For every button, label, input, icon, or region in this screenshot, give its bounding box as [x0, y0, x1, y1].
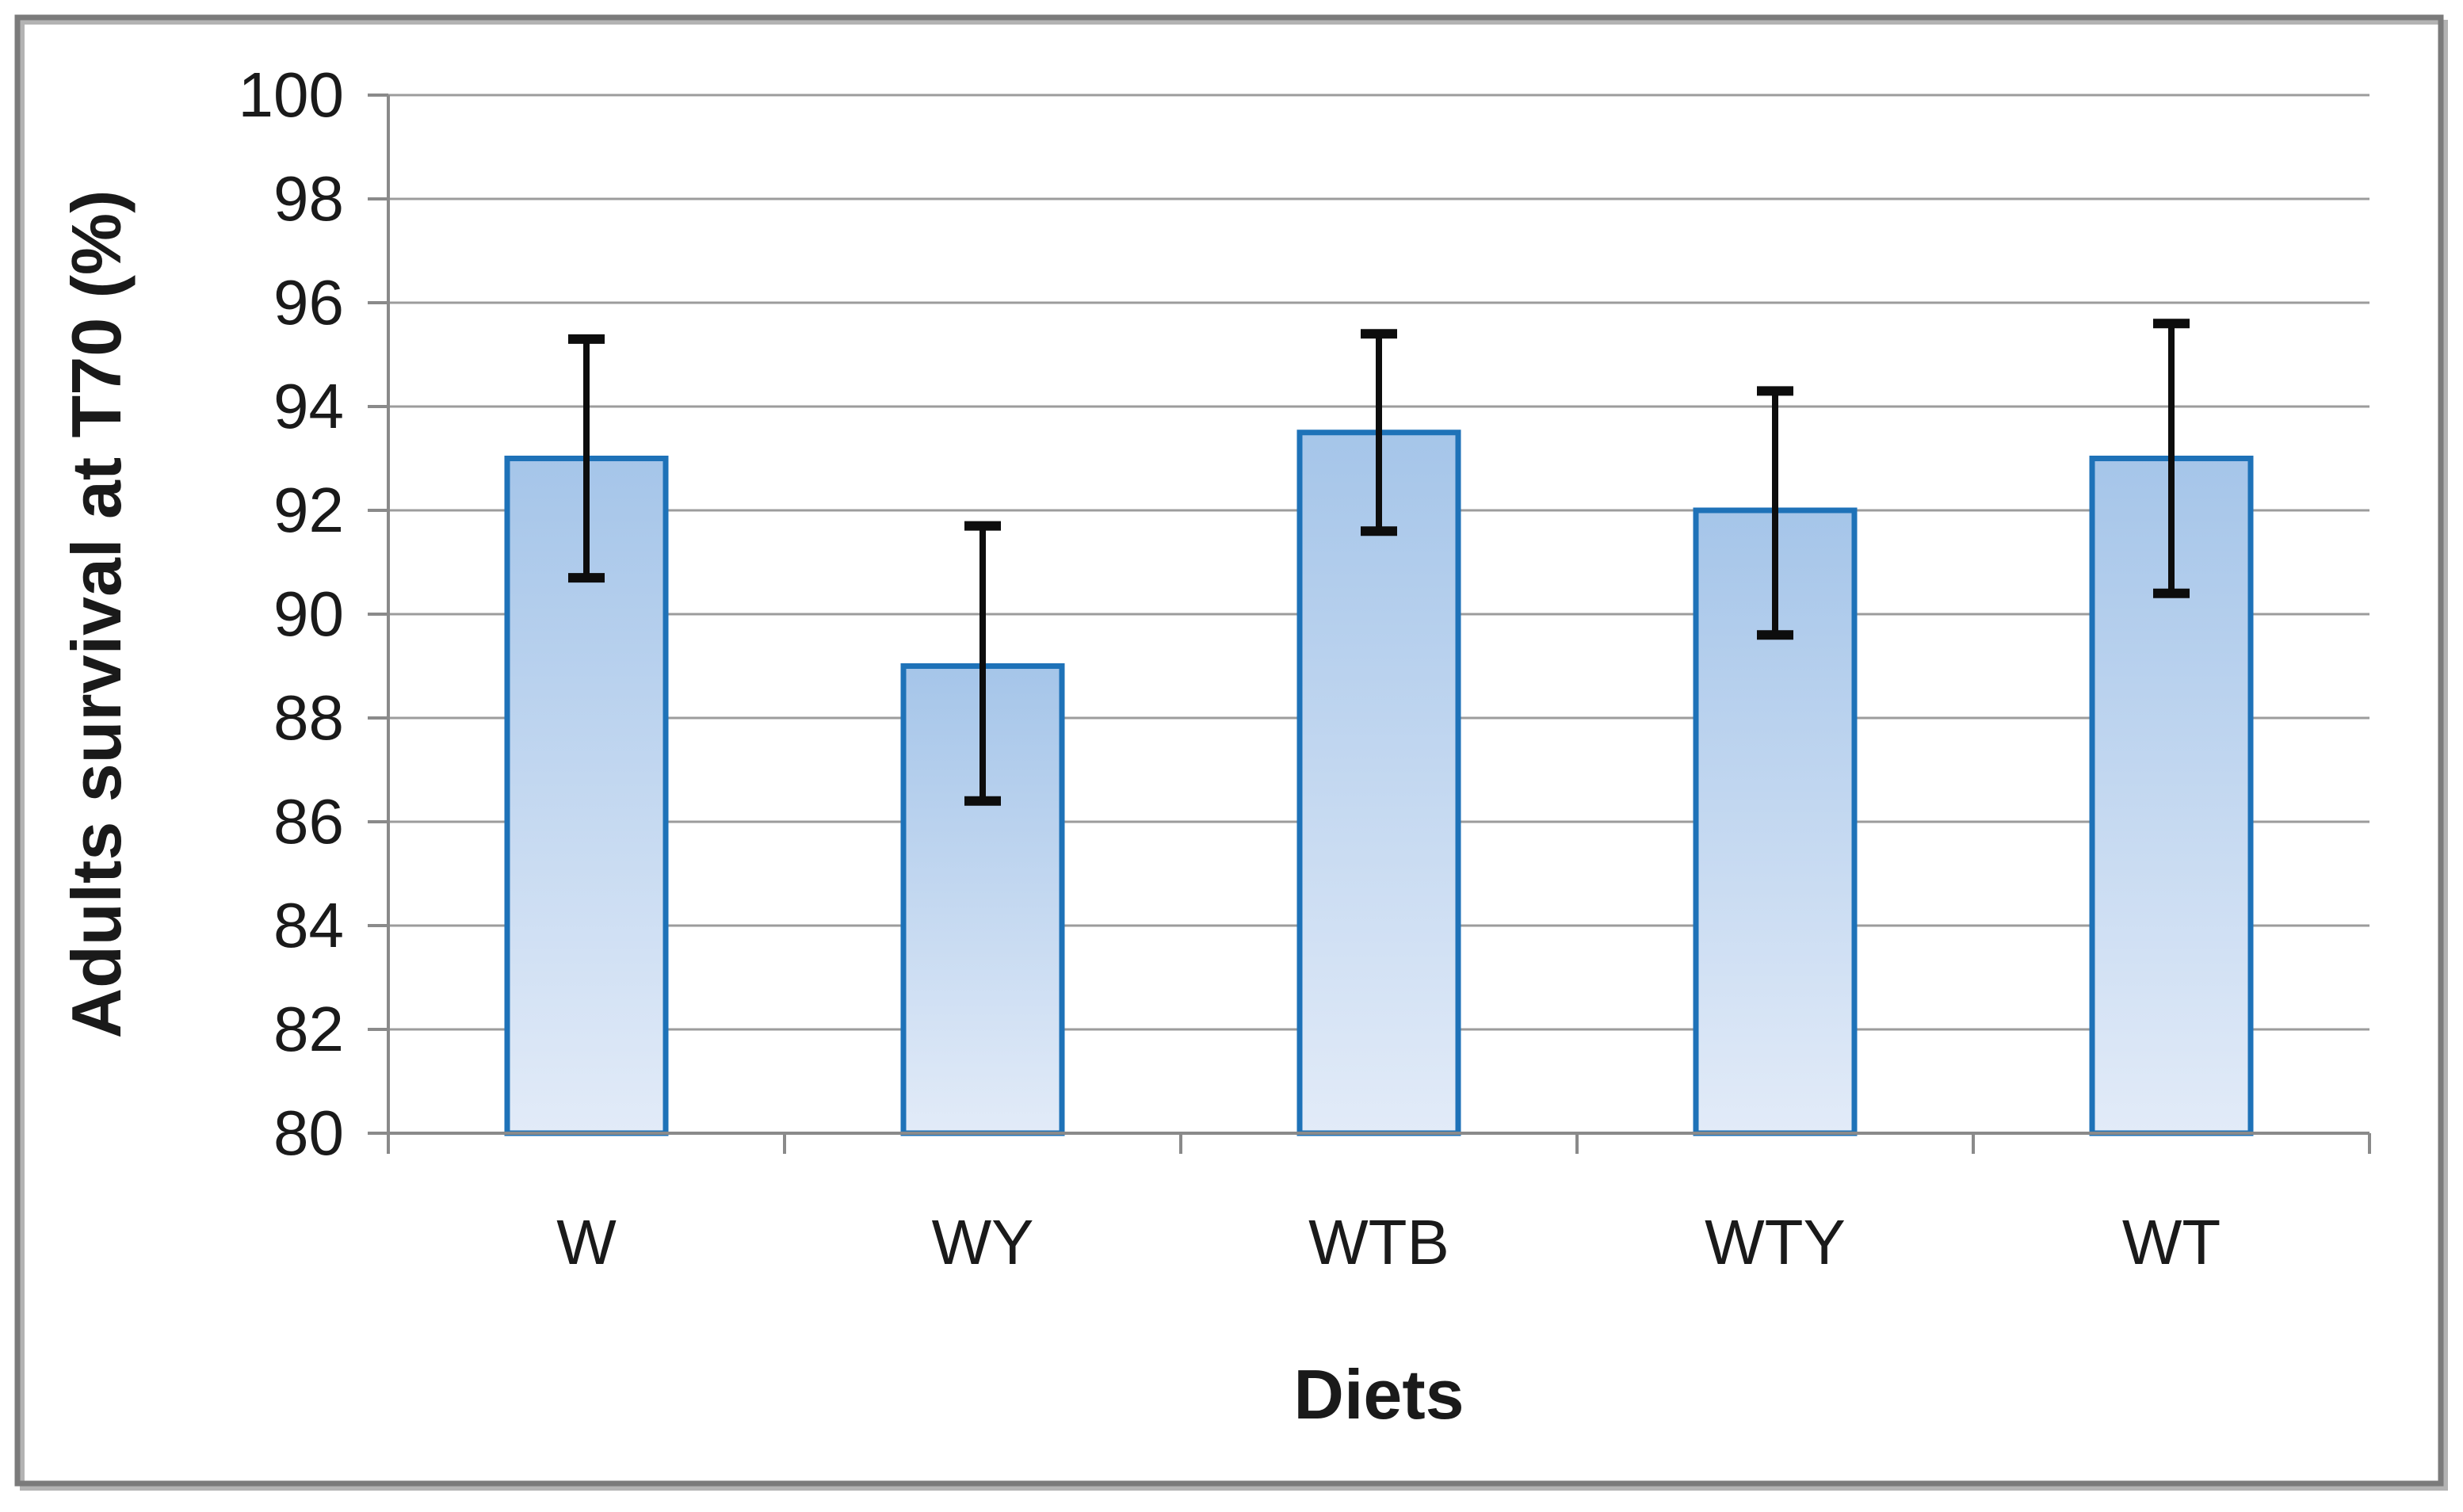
y-tick-label: 80 — [273, 1098, 344, 1168]
y-axis-title: Adults survival at T70 (%) — [57, 190, 136, 1039]
y-tick-label: 94 — [273, 371, 344, 441]
y-tick-labels-layer: 100 98 96 94 92 90 88 86 84 82 80 — [239, 59, 344, 1168]
category-labels-layer: W WY WTB WTY WT — [556, 1207, 2221, 1277]
y-tick-label: 96 — [273, 267, 344, 338]
error-bar-wy — [964, 521, 1001, 806]
category-label: WTB — [1308, 1207, 1449, 1277]
y-tick-label: 92 — [273, 475, 344, 545]
category-label: W — [556, 1207, 617, 1277]
y-tick-label: 98 — [273, 163, 344, 234]
error-bar-wt — [2153, 319, 2190, 598]
y-tick-label: 100 — [239, 59, 344, 130]
figure-frame — [14, 14, 2444, 1487]
y-tick-label: 84 — [273, 890, 344, 960]
error-bars-layer — [568, 319, 2190, 806]
bar-wtb — [1296, 430, 1461, 1136]
y-tick-label: 86 — [273, 786, 344, 857]
y-tick-label: 88 — [273, 682, 344, 753]
error-bar-wtb — [1361, 329, 1397, 536]
category-label: WY — [932, 1207, 1034, 1277]
error-bar-wty — [1757, 386, 1793, 640]
y-tick-label: 82 — [273, 994, 344, 1064]
bars-layer — [504, 430, 2254, 1136]
y-tick-label: 90 — [273, 578, 344, 649]
category-label: WTY — [1705, 1207, 1846, 1277]
axes-layer — [368, 94, 2371, 1154]
x-axis-title: Diets — [1293, 1355, 1464, 1434]
error-bar-w — [568, 334, 605, 583]
category-label: WT — [2122, 1207, 2221, 1277]
figure-frame-shadow — [20, 20, 2448, 1491]
